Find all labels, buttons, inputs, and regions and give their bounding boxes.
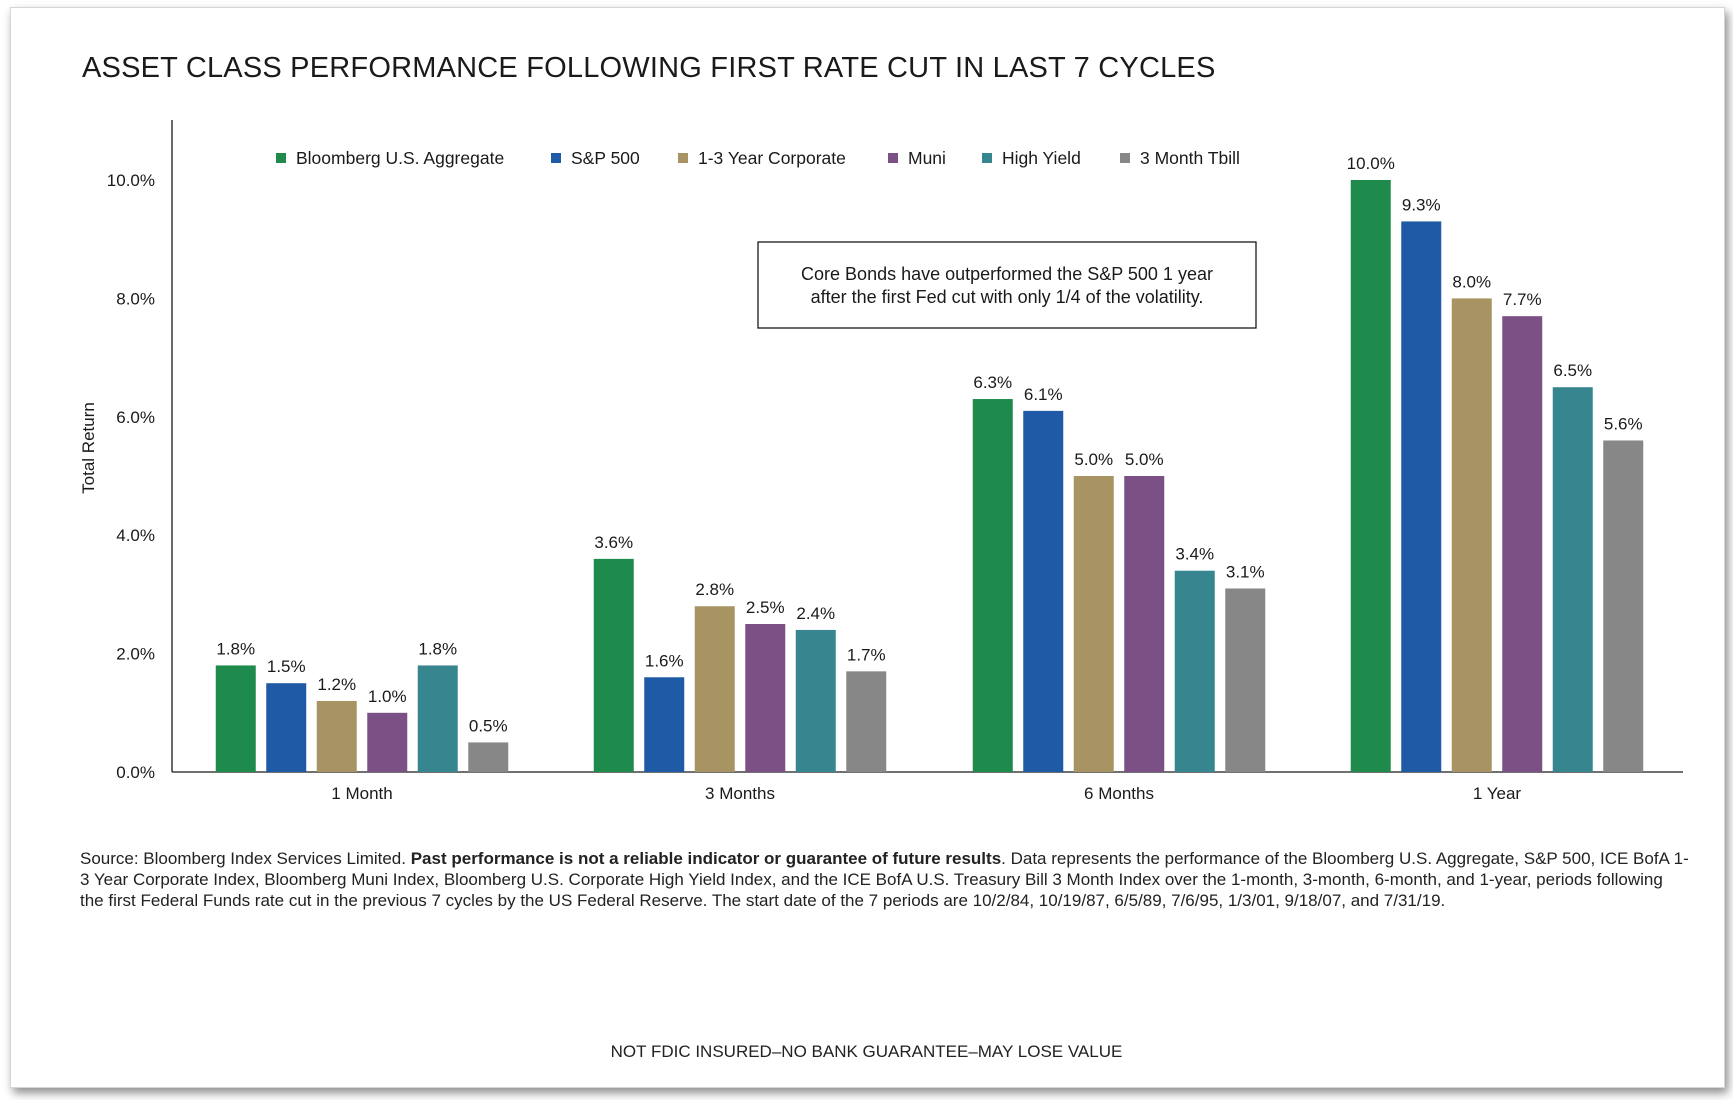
bar	[417, 665, 458, 772]
legend-label: Muni	[908, 148, 946, 168]
bar	[795, 629, 836, 772]
data-label: 1.8%	[216, 639, 255, 658]
x-tick-label: 3 Months	[705, 784, 775, 803]
data-label: 5.6%	[1604, 414, 1643, 433]
data-label: 2.8%	[695, 580, 734, 599]
legend-label: Bloomberg U.S. Aggregate	[296, 148, 504, 168]
bar	[1552, 387, 1593, 772]
y-tick-label: 0.0%	[116, 763, 155, 782]
bar	[1350, 180, 1391, 772]
x-tick-label: 6 Months	[1084, 784, 1154, 803]
legend-swatch	[982, 153, 992, 163]
y-axis: 0.0% 2.0% 4.0% 6.0% 8.0% 10.0% Total Return	[79, 120, 173, 782]
bar	[745, 624, 786, 772]
source-bold: Past performance is not a reliable indic…	[410, 849, 1002, 868]
legend: Bloomberg U.S. Aggregate S&P 500 1-3 Year …	[276, 148, 1240, 168]
bar	[1174, 570, 1215, 772]
legend-label: 3 Month Tbill	[1140, 148, 1240, 168]
legend-label: High Yield	[1002, 148, 1081, 168]
data-label: 3.4%	[1175, 545, 1214, 564]
bar	[694, 606, 735, 772]
bar	[1023, 410, 1064, 772]
callout-line-1: Core Bonds have outperformed the S&P 500…	[801, 264, 1213, 284]
data-label: 1.5%	[267, 657, 306, 676]
bar	[1451, 298, 1492, 772]
data-label: 6.3%	[973, 373, 1012, 392]
data-label: 8.0%	[1452, 272, 1491, 291]
bar	[215, 665, 256, 772]
callout-line-2: after the first Fed cut with only 1/4 of…	[811, 287, 1204, 307]
callout-box: Core Bonds have outperformed the S&P 500…	[757, 241, 1257, 329]
legend-label: S&P 500	[571, 148, 640, 168]
x-axis: 1 Month 3 Months 6 Months 1 Year	[172, 771, 1683, 803]
data-label: 6.5%	[1553, 361, 1592, 380]
data-label: 2.5%	[746, 598, 785, 617]
source-prefix: Source: Bloomberg Index Services Limited…	[80, 849, 411, 868]
data-label: 0.5%	[469, 716, 508, 735]
bar	[593, 558, 634, 772]
data-label: 7.7%	[1503, 290, 1542, 309]
y-tick-label: 4.0%	[116, 526, 155, 545]
legend-label: 1-3 Year Corporate	[698, 148, 846, 168]
data-label: 5.0%	[1125, 450, 1164, 469]
bar	[367, 712, 408, 772]
x-tick-label: 1 Month	[331, 784, 392, 803]
y-tick-label: 2.0%	[116, 645, 155, 664]
y-tick-label: 10.0%	[107, 171, 155, 190]
data-label: 3.1%	[1226, 562, 1265, 581]
y-tick-label: 8.0%	[116, 289, 155, 308]
data-label: 5.0%	[1074, 450, 1113, 469]
bar	[1603, 440, 1644, 772]
legend-swatch	[276, 153, 286, 163]
bar	[316, 700, 357, 772]
data-label: 9.3%	[1402, 195, 1441, 214]
bar	[1225, 588, 1266, 772]
legend-swatch	[678, 153, 688, 163]
disclaimer: NOT FDIC INSURED–NO BANK GUARANTEE–MAY L…	[610, 1042, 1123, 1061]
bar	[1401, 221, 1442, 772]
source-suffix: . Data represents the performance of the…	[80, 849, 1689, 910]
bar	[1502, 316, 1543, 772]
bar	[1124, 476, 1165, 772]
source-note: Source: Bloomberg Index Services Limited…	[80, 848, 1690, 911]
data-label: 1.2%	[317, 675, 356, 694]
data-label: 2.4%	[796, 604, 835, 623]
bar	[972, 399, 1013, 772]
data-label: 6.1%	[1024, 385, 1063, 404]
bars: 1.8% 3.6% 6.3% 10.0% 1.5% 1.6% 6.1% 9.3% 1.2% 2.8…	[215, 154, 1644, 772]
chart-title: ASSET CLASS PERFORMANCE FOLLOWING FIRST …	[82, 52, 1216, 84]
y-tick-label: 6.0%	[116, 408, 155, 427]
data-label: 1.6%	[645, 651, 684, 670]
data-label: 1.8%	[418, 639, 457, 658]
data-label: 1.7%	[847, 645, 886, 664]
y-axis-title: Total Return	[79, 402, 98, 494]
data-label: 1.0%	[368, 687, 407, 706]
data-label: 10.0%	[1347, 154, 1395, 173]
legend-swatch	[551, 153, 561, 163]
bar	[468, 742, 509, 772]
bar	[1073, 476, 1114, 772]
legend-swatch	[888, 153, 898, 163]
data-label: 3.6%	[594, 533, 633, 552]
bar	[846, 671, 887, 772]
bar	[266, 683, 307, 772]
legend-swatch	[1120, 153, 1130, 163]
x-tick-label: 1 Year	[1473, 784, 1522, 803]
bar	[644, 677, 685, 772]
